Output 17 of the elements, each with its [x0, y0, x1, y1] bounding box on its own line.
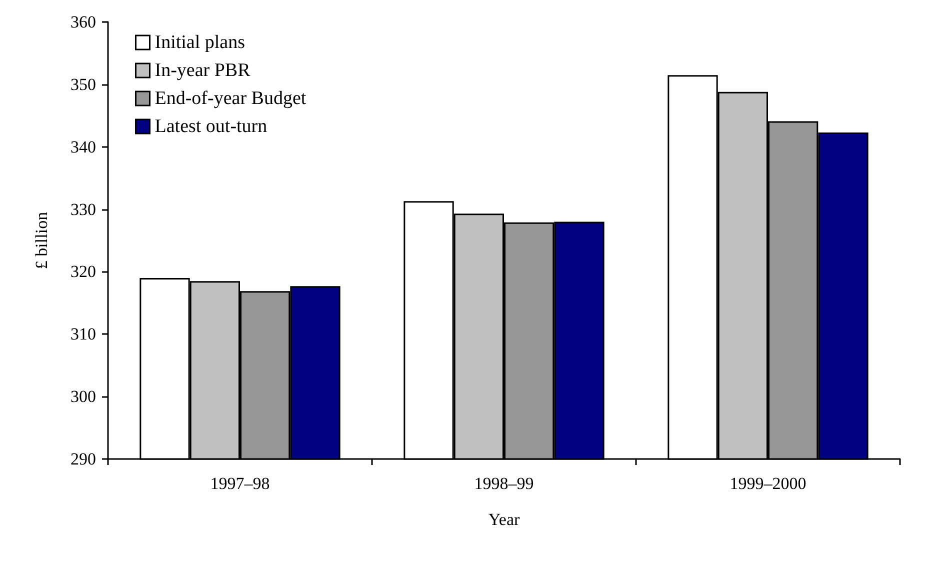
legend-label: End-of-year Budget — [154, 88, 307, 109]
y-axis-title: £ billion — [32, 211, 51, 270]
legend-label: Latest out-turn — [154, 116, 268, 137]
x-tick-label: 1999–2000 — [730, 474, 806, 493]
y-tick-label: 360 — [70, 12, 96, 32]
x-axis-title: Year — [488, 510, 520, 529]
y-tick-label: 330 — [70, 200, 96, 219]
legend-label: In-year PBR — [154, 60, 251, 81]
y-tick-label: 300 — [70, 387, 96, 406]
x-tick-label: 1997–98 — [210, 474, 270, 493]
y-tick-label: 340 — [70, 137, 96, 156]
y-tick-label: 310 — [70, 324, 96, 344]
y-tick-label: 320 — [70, 262, 96, 282]
y-tick-label: 350 — [70, 74, 96, 94]
legend-label: Initial plans — [154, 32, 245, 53]
x-tick-label: 1998–99 — [474, 474, 534, 493]
y-tick-label: 290 — [70, 450, 96, 468]
